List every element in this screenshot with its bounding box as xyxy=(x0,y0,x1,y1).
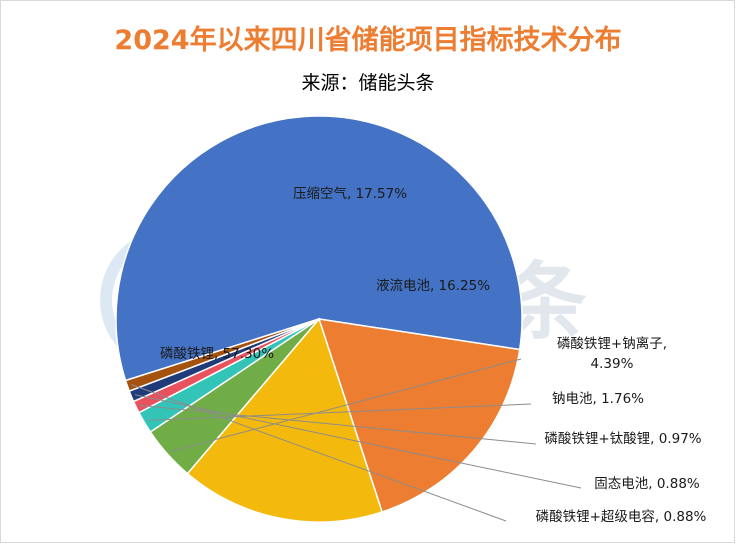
pie-slice-磷酸铁锂 xyxy=(115,115,523,382)
data-label-钠电池: 钠电池, 1.76% xyxy=(552,391,644,407)
data-label-固态电池: 固态电池, 0.88% xyxy=(594,476,700,492)
data-label-压缩空气: 压缩空气, 17.57% xyxy=(293,186,407,202)
data-label-液流电池: 液流电池, 16.25% xyxy=(376,278,490,294)
leader-line-钠电池 xyxy=(147,403,532,421)
data-label-磷酸铁锂: 磷酸铁锂, 57.30% xyxy=(160,346,274,362)
chart-title: 2024年以来四川省储能项目指标技术分布 xyxy=(114,24,621,56)
chart-subtitle: 来源：储能头条 xyxy=(301,72,434,94)
leader-lines xyxy=(130,358,582,522)
pie-slices xyxy=(115,115,523,523)
data-labels: 磷酸铁锂, 57.30% 压缩空气, 17.57% 液流电池, 16.25% 磷酸铁锂… xyxy=(160,186,707,525)
leader-line-固态电池 xyxy=(134,394,582,489)
pie-slice-液流电池 xyxy=(186,317,384,523)
pie-slice-压缩空气 xyxy=(317,318,521,513)
data-label-磷酸铁锂-plus-超级电容: 磷酸铁锂+超级电容, 0.88% xyxy=(536,508,707,525)
leader-line-磷酸铁锂-plus-超级电容 xyxy=(130,384,507,522)
pie-slice-磷酸铁锂-plus-超级电容 xyxy=(124,318,320,393)
data-label-磷酸铁锂-plus-钠离子: 磷酸铁锂+钠离子, 4.39% xyxy=(557,335,667,372)
leader-line-磷酸铁锂-plus-钠离子 xyxy=(170,358,522,452)
data-label-磷酸铁锂-plus-钛酸锂: 磷酸铁锂+钛酸锂, 0.97% xyxy=(544,431,701,447)
